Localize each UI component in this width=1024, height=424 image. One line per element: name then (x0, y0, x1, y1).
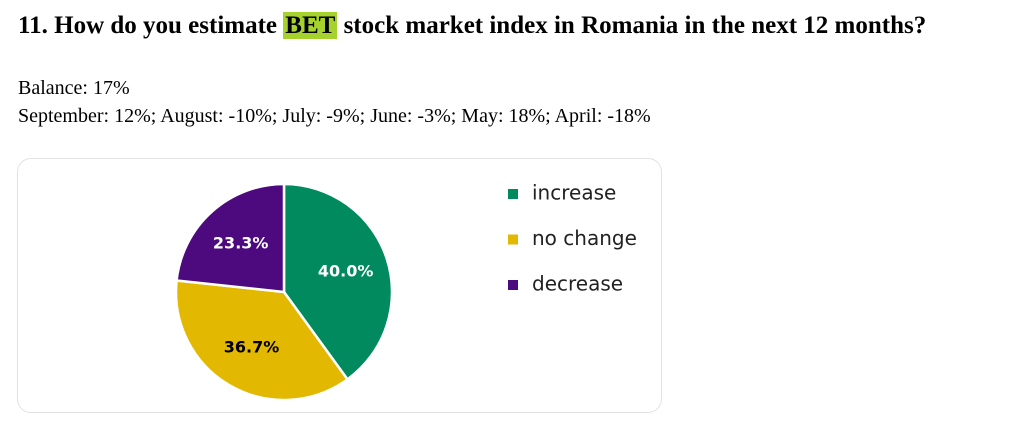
pie-slice (175, 182, 286, 294)
history: September: 12%; August: -10%; July: -9%;… (18, 105, 651, 127)
title-text: stock market index in Romania in the nex… (337, 12, 927, 39)
legend-label: decrease (532, 272, 623, 296)
legend-label: no change (532, 226, 637, 250)
pie-slice (174, 279, 350, 402)
data-label: 36.7% (224, 338, 280, 357)
chart-card (17, 158, 662, 413)
question-title: 11. How do you estimate BET stock market… (18, 12, 926, 40)
legend-swatch (508, 189, 518, 199)
pie-slice (282, 182, 394, 382)
data-label: 40.0% (318, 261, 374, 280)
data-label: 23.3% (213, 233, 269, 252)
legend-label: increase (532, 181, 616, 205)
title-highlight: BET (283, 12, 338, 39)
legend-swatch (508, 280, 518, 290)
title-text: 11. How do you estimate (18, 12, 284, 39)
balance: Balance: 17% (18, 77, 130, 99)
legend-swatch (508, 234, 518, 245)
